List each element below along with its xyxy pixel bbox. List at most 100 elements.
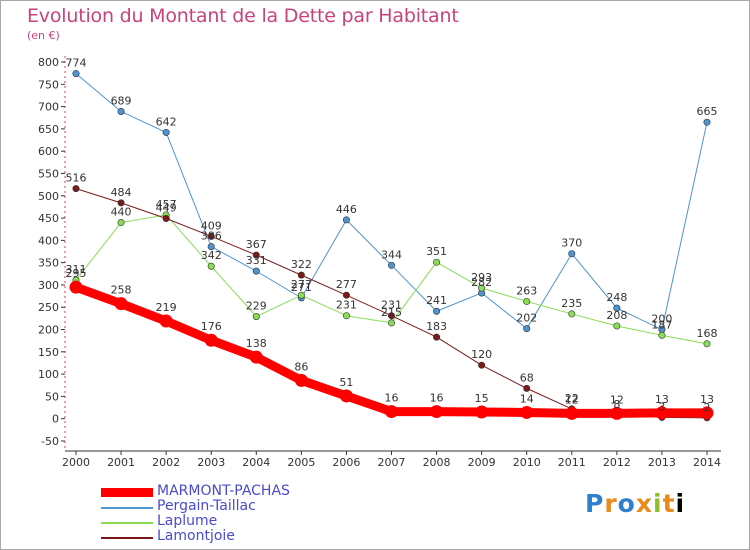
y-tick-label: 50 (45, 390, 59, 403)
data-point-laplume (613, 322, 621, 330)
data-point-marmont-pachas (159, 314, 173, 328)
data-point-pergain-taillac (252, 267, 260, 275)
data-label-lamontjoie: 449 (156, 202, 177, 215)
data-point-laplume (252, 313, 260, 321)
x-tick-label: 2002 (152, 456, 180, 469)
data-point-marmont-pachas (565, 406, 579, 420)
data-label-lamontjoie: 183 (426, 320, 447, 333)
data-label-laplume: 231 (336, 299, 357, 312)
legend-label: MARMONT-PACHAS (157, 483, 290, 499)
data-point-laplume (387, 319, 395, 327)
data-label-pergain-taillac: 774 (66, 57, 87, 70)
x-tick-label: 2004 (242, 456, 270, 469)
data-label-lamontjoie: 120 (471, 348, 492, 361)
y-tick-label: 450 (38, 212, 59, 225)
y-tick-label: 100 (38, 368, 59, 381)
data-label-laplume: 351 (426, 245, 447, 258)
data-label-laplume: 263 (516, 284, 537, 297)
data-label-laplume: 215 (381, 306, 402, 319)
data-label-marmont-pachas: 12 (610, 393, 624, 406)
data-label-laplume: 187 (651, 318, 672, 331)
data-label-laplume: 457 (156, 198, 177, 211)
x-tick-label: 2008 (423, 456, 451, 469)
data-point-pergain-taillac (568, 250, 576, 258)
data-point-lamontjoie (523, 384, 531, 392)
y-tick-label: 700 (38, 101, 59, 114)
x-tick-label: 2005 (287, 456, 315, 469)
data-label-pergain-taillac: 241 (426, 294, 447, 307)
y-tick-label: 500 (38, 190, 59, 203)
data-point-laplume (117, 219, 125, 227)
data-point-pergain-taillac (523, 325, 531, 333)
data-label-pergain-taillac: 271 (291, 281, 312, 294)
y-tick-label: 350 (38, 257, 59, 270)
data-label-marmont-pachas: 86 (294, 360, 308, 373)
data-label-laplume: 277 (291, 278, 312, 291)
data-label-laplume: 293 (471, 271, 492, 284)
legend-label: Lamontjoie (157, 528, 235, 544)
chart-title: Evolution du Montant de la Dette par Hab… (27, 5, 459, 27)
legend-label: Pergain-Taillac (157, 498, 256, 514)
x-tick-label: 2003 (197, 456, 225, 469)
data-label-marmont-pachas: 176 (201, 320, 222, 333)
data-point-pergain-taillac (387, 261, 395, 269)
y-tick-label: 800 (38, 56, 59, 69)
y-tick-label: 200 (38, 324, 59, 337)
data-label-marmont-pachas: 13 (655, 393, 669, 406)
y-tick-label: 400 (38, 234, 59, 247)
data-label-marmont-pachas: 219 (156, 301, 177, 314)
data-label-marmont-pachas: 15 (475, 392, 489, 405)
legend-label: Laplume (157, 513, 218, 529)
data-label-lamontjoie: 409 (201, 219, 222, 232)
data-point-laplume (478, 284, 486, 292)
data-label-pergain-taillac: 344 (381, 248, 402, 261)
data-point-marmont-pachas (339, 389, 353, 403)
data-point-laplume (297, 291, 305, 299)
data-point-marmont-pachas (204, 333, 218, 347)
legend-swatch (101, 507, 153, 509)
data-label-pergain-taillac: 689 (111, 94, 132, 107)
data-label-lamontjoie: 516 (66, 172, 87, 185)
data-point-pergain-taillac (703, 118, 711, 126)
data-point-lamontjoie (117, 199, 125, 207)
data-point-lamontjoie (207, 232, 215, 240)
data-point-lamontjoie (252, 251, 260, 259)
data-point-marmont-pachas (610, 406, 624, 420)
data-label-marmont-pachas: 138 (246, 337, 267, 350)
data-point-laplume (433, 258, 441, 266)
x-tick-label: 2013 (648, 456, 676, 469)
y-tick-label: 150 (38, 346, 59, 359)
data-label-marmont-pachas: 258 (111, 284, 132, 297)
data-point-marmont-pachas (385, 405, 398, 419)
data-label-laplume: 235 (561, 297, 582, 310)
data-label-pergain-taillac: 331 (246, 254, 267, 267)
data-label-laplume: 229 (246, 300, 267, 313)
data-label-pergain-taillac: 248 (606, 291, 627, 304)
data-point-laplume (568, 310, 576, 318)
data-label-laplume: 311 (66, 263, 87, 276)
data-label-pergain-taillac: 370 (561, 237, 582, 250)
data-point-pergain-taillac (162, 128, 170, 136)
data-label-pergain-taillac: 446 (336, 203, 357, 216)
data-point-laplume (207, 262, 215, 270)
y-tick-label: 0 (52, 413, 59, 426)
data-point-laplume (703, 340, 711, 348)
data-point-pergain-taillac (72, 70, 80, 78)
x-tick-label: 2009 (468, 456, 496, 469)
data-label-lamontjoie: 22 (565, 392, 579, 405)
data-point-marmont-pachas (520, 405, 534, 419)
data-label-pergain-taillac: 386 (201, 230, 222, 243)
data-point-pergain-taillac (613, 304, 621, 312)
data-label-marmont-pachas: 13 (700, 393, 714, 406)
data-label-marmont-pachas: 51 (339, 376, 353, 389)
data-point-marmont-pachas (475, 405, 489, 419)
y-tick-label: -50 (41, 435, 59, 448)
data-point-lamontjoie (387, 312, 395, 320)
data-label-marmont-pachas: 14 (520, 392, 534, 405)
data-point-pergain-taillac (207, 243, 215, 251)
x-tick-label: 2010 (513, 456, 541, 469)
data-label-lamontjoie: 367 (246, 238, 267, 251)
data-label-lamontjoie: 68 (520, 371, 534, 384)
